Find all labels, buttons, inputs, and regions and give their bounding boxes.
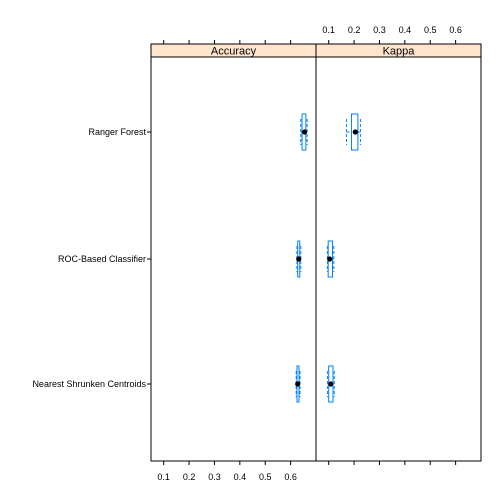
tick-label-top: 0.1 bbox=[322, 25, 335, 35]
category-labels: Ranger Forest ROC-Based Classifier Nearest… bbox=[32, 127, 151, 389]
box-accuracy-1 bbox=[296, 240, 302, 278]
panel-frame-kappa bbox=[315, 56, 482, 462]
chart-panels: Accuracy 0.1 0.2 0.3 0.4 0.5 0.6 Kappa 0.1 0.2 0.3… bbox=[150, 25, 482, 482]
strip-label-accuracy: Accuracy bbox=[211, 46, 257, 58]
median-dot bbox=[295, 381, 301, 387]
box-kappa-1 bbox=[326, 240, 335, 278]
category-label: Ranger Forest bbox=[88, 127, 146, 137]
strip-label-kappa: Kappa bbox=[383, 46, 416, 58]
tick-label-top: 0.5 bbox=[424, 25, 437, 35]
tick-label-top: 0.3 bbox=[373, 25, 386, 35]
tick-label-top: 0.2 bbox=[348, 25, 361, 35]
box-accuracy-2 bbox=[295, 365, 301, 403]
panel-kappa: Kappa 0.1 0.2 0.3 0.4 0.5 0.6 bbox=[315, 25, 482, 465]
box-accuracy-0 bbox=[300, 113, 308, 151]
tick-label-top: 0.6 bbox=[449, 25, 462, 35]
median-dot bbox=[328, 381, 334, 387]
tick-label-bottom: 0.4 bbox=[234, 472, 247, 482]
median-dot bbox=[352, 129, 358, 135]
category-label: Nearest Shrunken Centroids bbox=[32, 379, 146, 389]
tick-label-top: 0.4 bbox=[399, 25, 412, 35]
median-dot bbox=[327, 256, 333, 262]
tick-label-bottom: 0.5 bbox=[259, 472, 272, 482]
tick-label-bottom: 0.3 bbox=[208, 472, 221, 482]
box-kappa-2 bbox=[326, 365, 335, 403]
tick-label-bottom: 0.6 bbox=[284, 472, 297, 482]
panel-frame-accuracy bbox=[150, 56, 317, 462]
median-dot bbox=[296, 256, 302, 262]
box-kappa-0 bbox=[345, 113, 361, 151]
tick-label-bottom: 0.2 bbox=[183, 472, 196, 482]
tick-label-bottom: 0.1 bbox=[157, 472, 170, 482]
median-dot bbox=[301, 129, 308, 135]
panel-accuracy: Accuracy 0.1 0.2 0.3 0.4 0.5 0.6 bbox=[150, 40, 317, 482]
category-label: ROC-Based Classifier bbox=[58, 254, 146, 264]
